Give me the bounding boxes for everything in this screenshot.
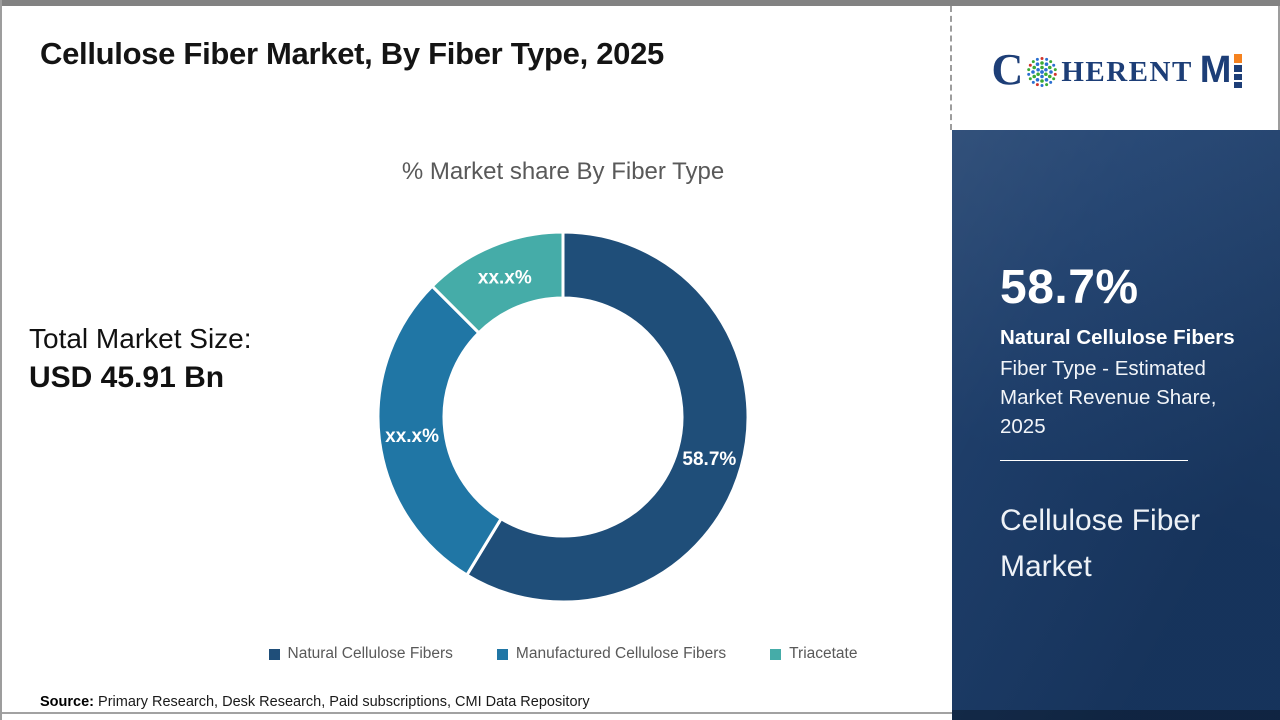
dashed-divider <box>950 6 952 130</box>
legend-marker-natural-cellulose-fibers <box>268 648 280 660</box>
sidebar-divider-line <box>1000 460 1188 461</box>
legend-item-manufactured-cellulose-fibers: Manufactured Cellulose Fibers <box>496 645 727 663</box>
legend-label: Natural Cellulose Fibers <box>287 645 453 662</box>
coherentmi-logo: C HERENT M <box>962 40 1272 100</box>
slice-label-natural-cellulose-fibers: 58.7% <box>682 449 736 470</box>
legend-marker-manufactured-cellulose-fibers <box>496 648 508 660</box>
source-label: Source: <box>40 694 94 710</box>
legend-label: Triacetate <box>789 645 858 662</box>
logo-letter-i-icon <box>1234 54 1243 88</box>
page-title: Cellulose Fiber Market, By Fiber Type, 2… <box>40 36 664 71</box>
donut-chart: 58.7% xx.x% xx.x% <box>376 230 750 604</box>
legend-marker-triacetate <box>770 648 782 660</box>
donut-slice-manufactured-cellulose-fibers <box>376 284 504 578</box>
top-border-bar <box>2 0 1280 6</box>
total-market-size-value: USD 45.91 Bn <box>29 361 225 394</box>
legend-item-triacetate: Triacetate <box>770 645 857 663</box>
slice-label-manufactured-cellulose-fibers: xx.x% <box>385 426 439 447</box>
source-text: Primary Research, Desk Research, Paid su… <box>94 694 590 710</box>
bottom-border-line <box>2 712 952 714</box>
chart-title: % Market share By Fiber Type <box>401 158 725 185</box>
donut-slice-natural-cellulose-fibers <box>464 230 750 604</box>
chart-legend: Natural Cellulose Fibers Manufactured Ce… <box>173 645 953 663</box>
slice-label-triacetate: xx.x% <box>478 268 532 289</box>
sidebar-stat-segment-name: Natural Cellulose Fibers <box>1000 326 1235 349</box>
right-sidebar: 58.7% Natural Cellulose Fibers Fiber Typ… <box>952 130 1280 720</box>
total-market-size-block: Total Market Size: USD 45.91 Bn <box>29 323 252 395</box>
donut-slice-triacetate <box>430 230 565 335</box>
sidebar-stat-value: 58.7% <box>1000 261 1139 314</box>
logo-letters-herent: HERENT <box>1061 55 1193 88</box>
logo-letter-m: M <box>1199 49 1232 91</box>
total-market-size-label: Total Market Size: <box>29 323 252 354</box>
logo-globe-icon <box>1027 57 1058 87</box>
sidebar-stat-description: Fiber Type - Estimated Market Revenue Sh… <box>1000 357 1217 438</box>
legend-item-natural-cellulose-fibers: Natural Cellulose Fibers <box>268 645 453 663</box>
sidebar-market-name: Cellulose Fiber Market <box>1000 504 1201 583</box>
donut-chart-svg: 58.7% xx.x% xx.x% <box>376 230 750 604</box>
legend-label: Manufactured Cellulose Fibers <box>515 645 727 662</box>
source-line: Source: Primary Research, Desk Research,… <box>40 694 590 710</box>
logo-letter-c: C <box>991 45 1024 94</box>
